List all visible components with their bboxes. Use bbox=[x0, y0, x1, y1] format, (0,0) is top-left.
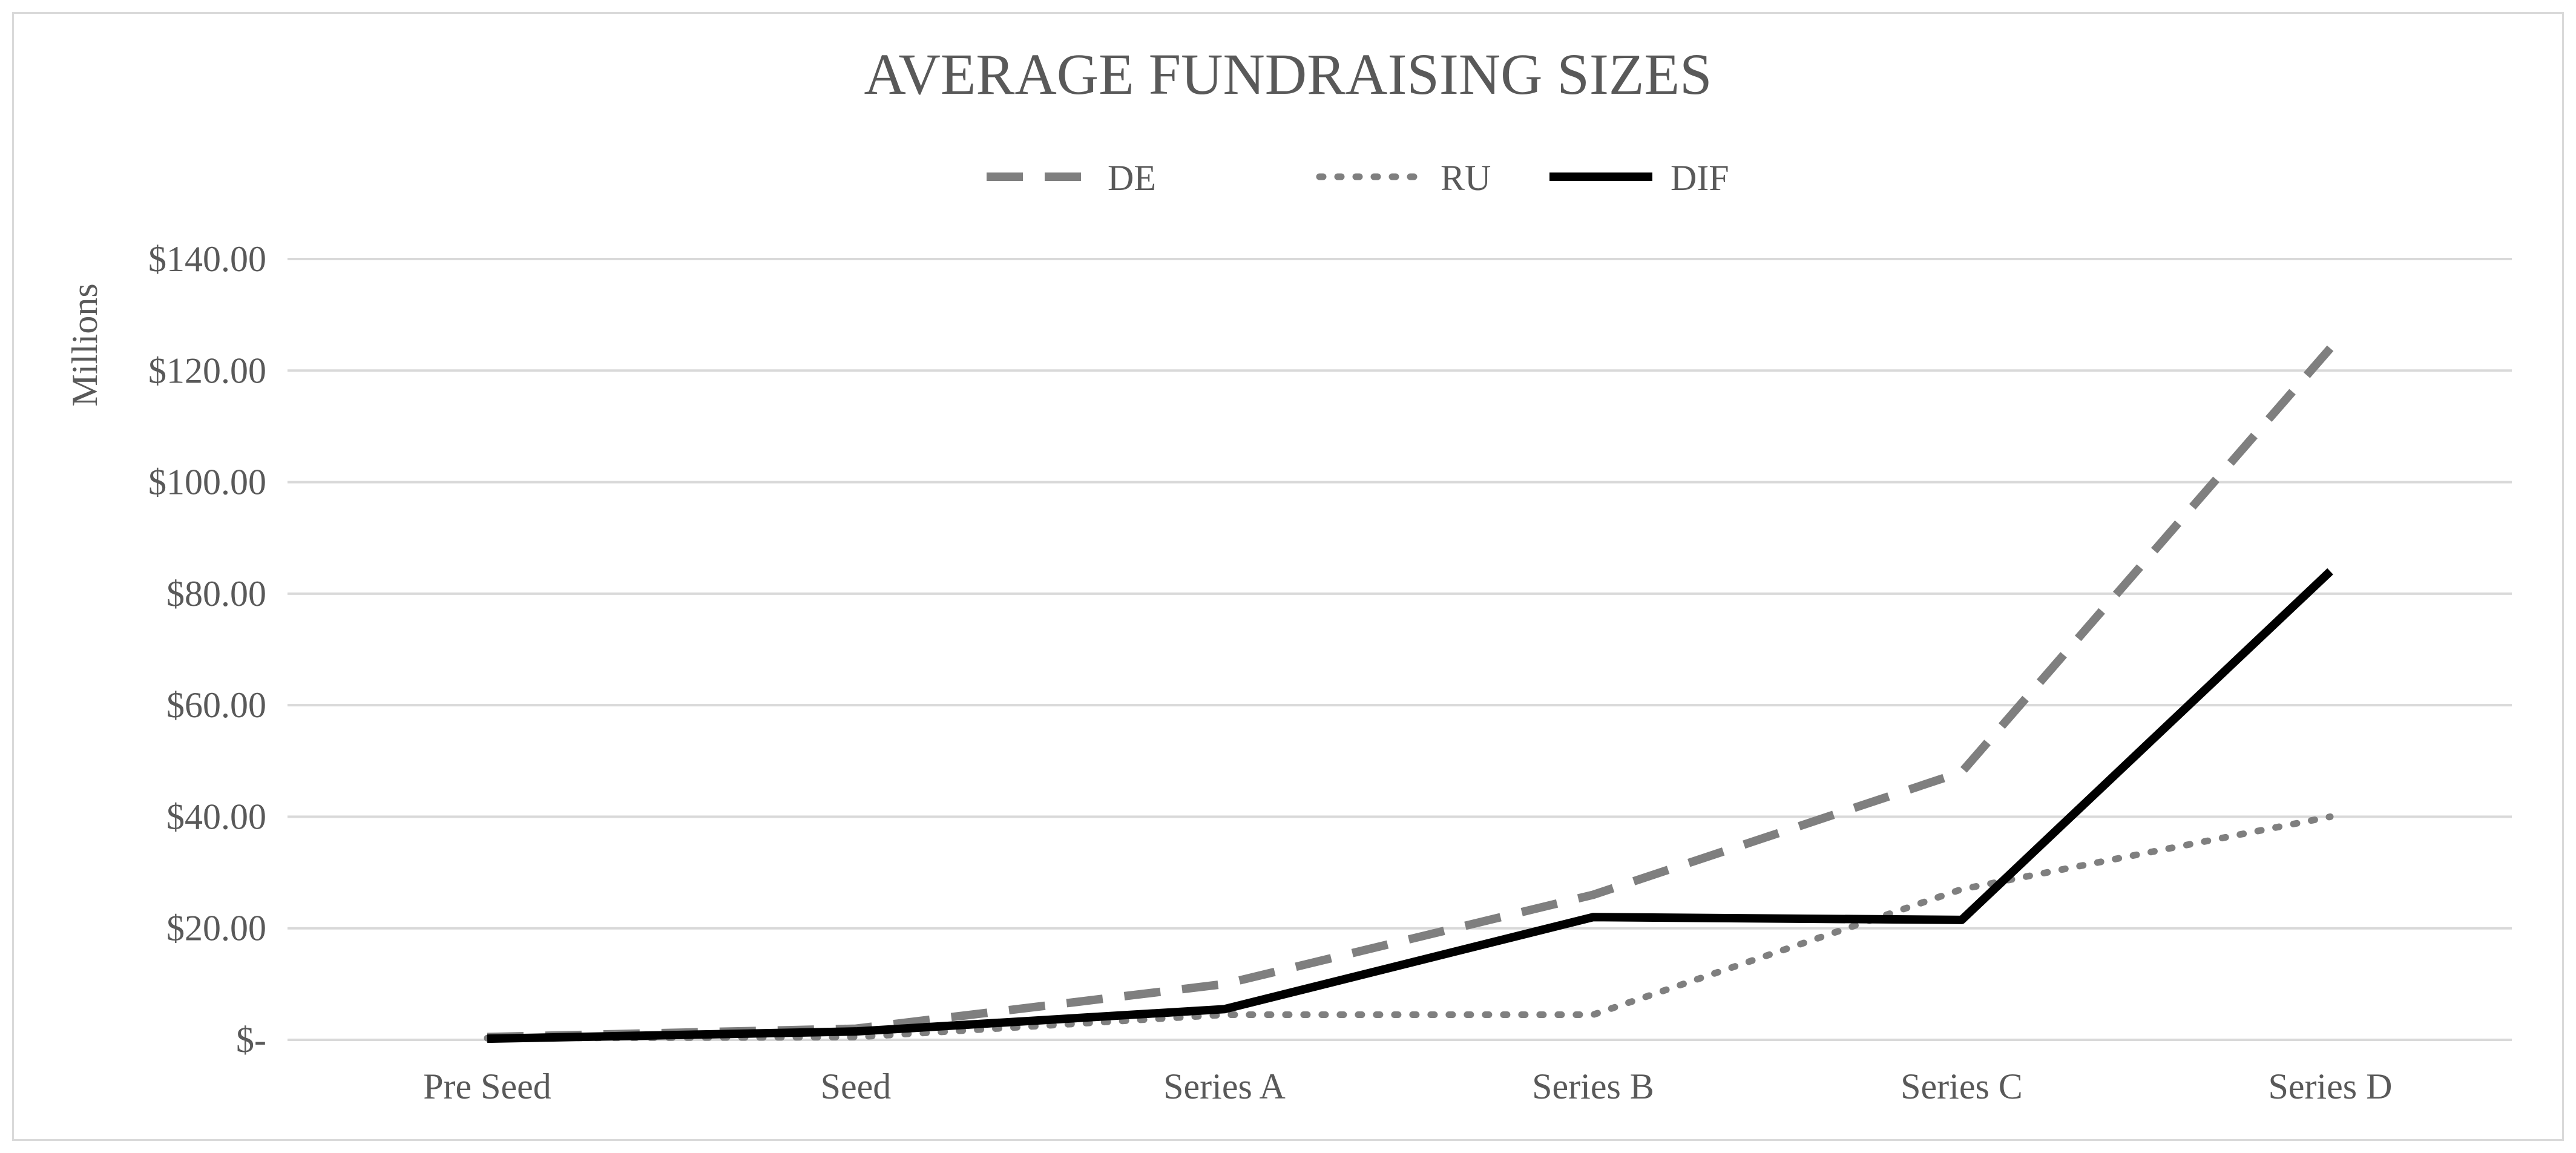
chart-title: AVERAGE FUNDRAISING SIZES bbox=[864, 42, 1712, 107]
legend-label-ru: RU bbox=[1441, 158, 1491, 198]
x-tick-label: Series D bbox=[2269, 1066, 2393, 1106]
y-tick-label: $- bbox=[236, 1020, 266, 1060]
y-tick-label: $140.00 bbox=[148, 239, 266, 279]
chart-legend: DE RU DIF bbox=[987, 158, 1729, 198]
x-tick-label: Series C bbox=[1901, 1066, 2023, 1106]
y-axis-label: Millions bbox=[65, 283, 105, 406]
y-tick-label: $100.00 bbox=[148, 462, 266, 502]
x-tick-label: Seed bbox=[821, 1066, 892, 1106]
y-tick-label: $60.00 bbox=[166, 685, 266, 725]
series-line-de bbox=[487, 345, 2334, 1042]
legend-label-de: DE bbox=[1108, 158, 1156, 198]
x-tick-label: Pre Seed bbox=[423, 1066, 551, 1106]
series-line-ru bbox=[484, 813, 2334, 1042]
y-tick-labels: $- $20.00 $40.00 $60.00 $80.00 $100.00 $120.00… bbox=[148, 239, 266, 1060]
chart-frame bbox=[12, 12, 2564, 1141]
y-tick-label: $80.00 bbox=[166, 574, 266, 614]
legend-label-dif: DIF bbox=[1671, 158, 1729, 198]
gridlines bbox=[288, 258, 2512, 1041]
x-tick-labels: Pre Seed Seed Series A Series B Series C Seri… bbox=[423, 1066, 2392, 1106]
y-tick-label: $40.00 bbox=[166, 797, 266, 836]
series-lines bbox=[484, 345, 2334, 1043]
y-tick-label: $120.00 bbox=[148, 350, 266, 390]
series-line-dif bbox=[487, 568, 2333, 1043]
x-tick-label: Series A bbox=[1163, 1066, 1286, 1106]
y-tick-label: $20.00 bbox=[166, 908, 266, 948]
x-tick-label: Series B bbox=[1532, 1066, 1654, 1106]
